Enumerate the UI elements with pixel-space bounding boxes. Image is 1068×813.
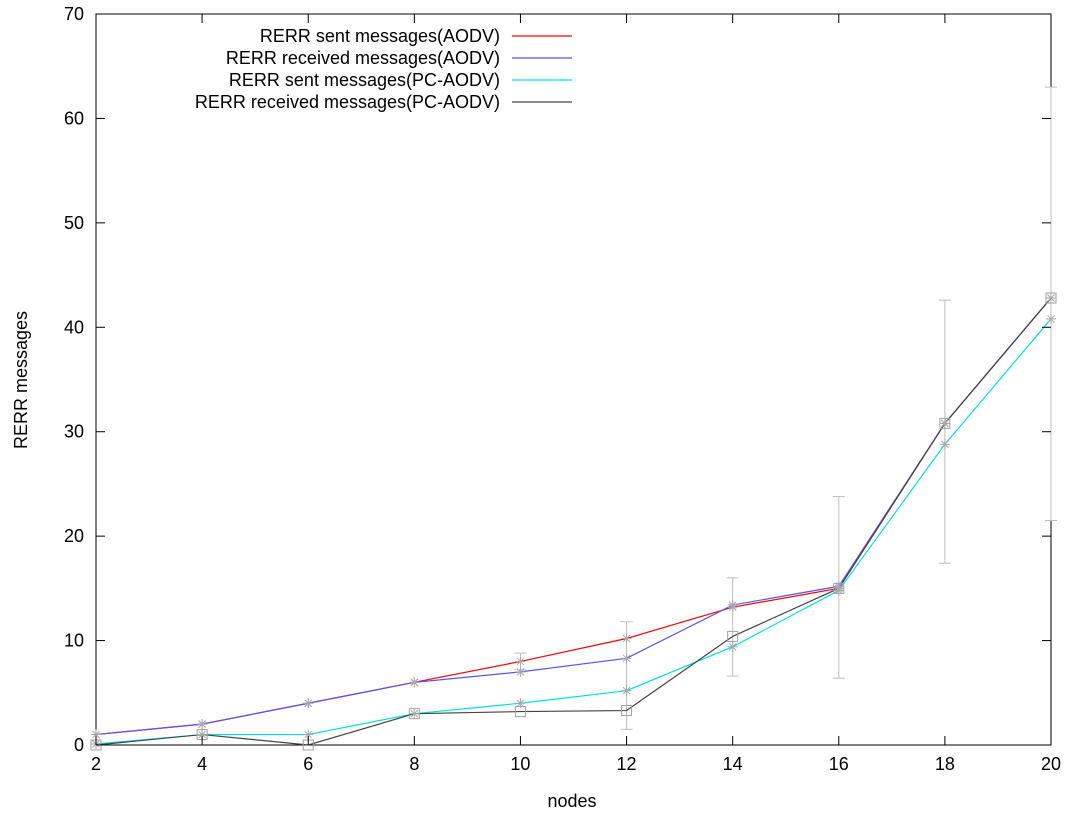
series-line-3 xyxy=(95,318,1052,745)
x-tick-label: 4 xyxy=(197,754,207,774)
star-marker xyxy=(621,653,632,664)
star-marker xyxy=(621,633,632,644)
y-tick-label: 60 xyxy=(64,108,84,128)
y-tick-label: 20 xyxy=(64,526,84,546)
x-tick-label: 6 xyxy=(303,754,313,774)
square-marker xyxy=(1045,292,1057,304)
star-marker xyxy=(515,666,526,677)
star-marker xyxy=(621,685,632,696)
x-tick-label: 20 xyxy=(1041,754,1061,774)
star-marker xyxy=(939,439,950,450)
star-marker xyxy=(303,729,314,740)
x-tick-label: 18 xyxy=(935,754,955,774)
legend-label-4: RERR received messages(PC-AODV) xyxy=(195,92,500,112)
square-marker xyxy=(621,705,633,717)
star-marker xyxy=(409,677,420,688)
y-tick-label: 10 xyxy=(64,631,84,651)
error-bars xyxy=(514,86,1057,730)
y-axis-label: RERR messages xyxy=(11,311,31,449)
plot-border xyxy=(95,13,1052,746)
legend-label-2: RERR received messages(AODV) xyxy=(226,48,500,68)
series-markers xyxy=(90,292,1057,751)
square-marker xyxy=(833,582,845,594)
y-tick-label: 0 xyxy=(74,735,84,755)
series-line-4 xyxy=(95,297,1052,746)
axis-ticks: 2 4 6 8 10 12 14 16 18 20 0 10 20 30 40 50 60 70 xyxy=(64,4,1061,774)
series-line-1 xyxy=(95,297,1052,736)
x-axis-label: nodes xyxy=(547,791,596,811)
series-line-2 xyxy=(95,297,1052,736)
star-marker xyxy=(409,708,420,719)
series-lines xyxy=(95,297,1052,746)
star-marker xyxy=(727,600,738,611)
square-marker xyxy=(939,417,951,429)
y-tick-label: 70 xyxy=(64,4,84,24)
x-tick-label: 12 xyxy=(617,754,637,774)
y-tick-label: 30 xyxy=(64,422,84,442)
star-marker xyxy=(939,418,950,429)
legend-label-1: RERR sent messages(AODV) xyxy=(260,26,500,46)
plot-frame xyxy=(95,13,1052,746)
square-marker xyxy=(514,706,526,718)
star-marker xyxy=(303,698,314,709)
star-marker xyxy=(833,585,844,596)
star-marker xyxy=(197,719,208,730)
x-tick-label: 14 xyxy=(723,754,743,774)
y-tick-label: 40 xyxy=(64,317,84,337)
square-marker xyxy=(408,708,420,720)
legend: RERR sent messages(AODV)RERR received me… xyxy=(195,26,572,112)
star-marker xyxy=(515,656,526,667)
square-marker xyxy=(727,630,739,642)
legend-label-3: RERR sent messages(PC-AODV) xyxy=(229,70,500,90)
x-tick-label: 8 xyxy=(409,754,419,774)
x-tick-label: 10 xyxy=(510,754,530,774)
x-tick-label: 16 xyxy=(829,754,849,774)
y-tick-label: 50 xyxy=(64,213,84,233)
x-tick-label: 2 xyxy=(91,754,101,774)
star-marker xyxy=(1046,313,1056,324)
star-marker xyxy=(727,641,738,652)
star-marker xyxy=(1046,293,1056,304)
